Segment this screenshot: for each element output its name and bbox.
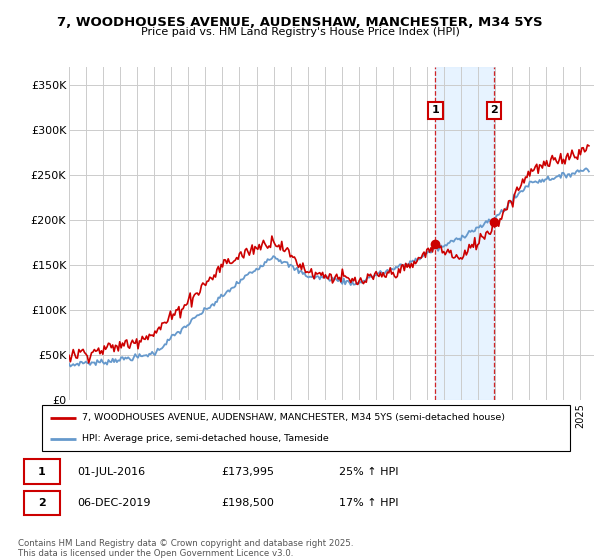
Text: 01-JUL-2016: 01-JUL-2016 — [77, 466, 145, 477]
Text: 17% ↑ HPI: 17% ↑ HPI — [340, 498, 399, 508]
Text: 1: 1 — [38, 466, 46, 477]
Text: HPI: Average price, semi-detached house, Tameside: HPI: Average price, semi-detached house,… — [82, 435, 328, 444]
Text: £198,500: £198,500 — [221, 498, 274, 508]
Text: 06-DEC-2019: 06-DEC-2019 — [77, 498, 151, 508]
Text: 25% ↑ HPI: 25% ↑ HPI — [340, 466, 399, 477]
Text: Contains HM Land Registry data © Crown copyright and database right 2025.
This d: Contains HM Land Registry data © Crown c… — [18, 539, 353, 558]
Bar — [436, 67, 494, 400]
FancyBboxPatch shape — [23, 459, 60, 484]
Text: 2: 2 — [38, 498, 46, 508]
Text: Price paid vs. HM Land Registry's House Price Index (HPI): Price paid vs. HM Land Registry's House … — [140, 27, 460, 37]
Text: £173,995: £173,995 — [221, 466, 274, 477]
Text: 7, WOODHOUSES AVENUE, AUDENSHAW, MANCHESTER, M34 5YS: 7, WOODHOUSES AVENUE, AUDENSHAW, MANCHES… — [57, 16, 543, 29]
Text: 2: 2 — [490, 105, 497, 115]
FancyBboxPatch shape — [23, 491, 60, 515]
Text: 7, WOODHOUSES AVENUE, AUDENSHAW, MANCHESTER, M34 5YS (semi-detached house): 7, WOODHOUSES AVENUE, AUDENSHAW, MANCHES… — [82, 413, 505, 422]
Text: 1: 1 — [431, 105, 439, 115]
